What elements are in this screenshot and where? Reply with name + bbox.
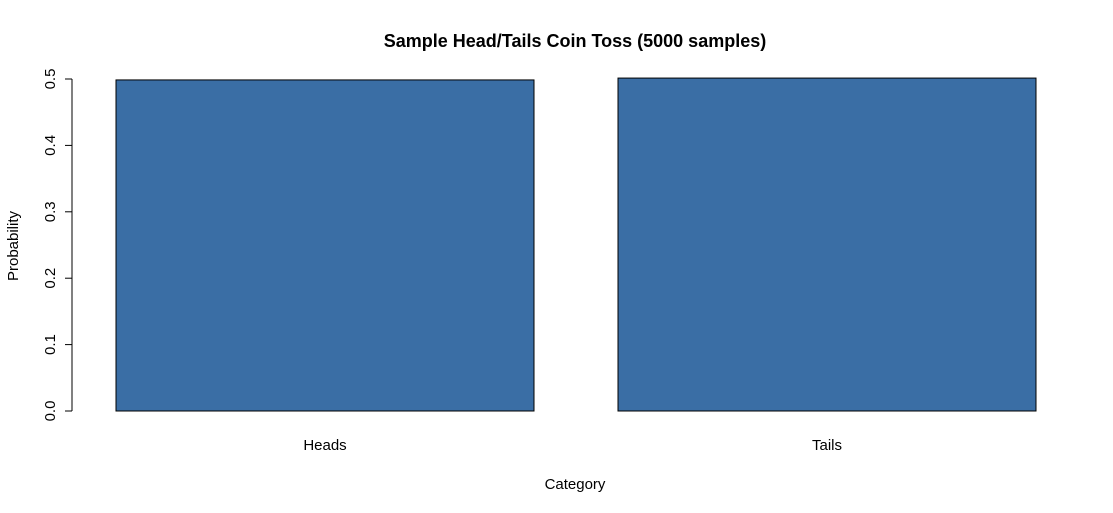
chart-title: Sample Head/Tails Coin Toss (5000 sample…: [384, 31, 766, 51]
x-tick-label: Tails: [812, 437, 842, 454]
y-tick-label: 0.0: [42, 401, 59, 422]
y-tick-label: 0.3: [42, 201, 59, 222]
bars-group: [115, 77, 1037, 412]
x-axis-label: Category: [545, 476, 606, 493]
bar-heads: [115, 79, 535, 412]
y-axis: 0.0 0.1 0.2 0.3 0.4 0.5: [42, 69, 73, 422]
y-tick-label: 0.5: [42, 69, 59, 90]
x-tick-label: Heads: [303, 437, 346, 454]
y-tick-label: 0.2: [42, 268, 59, 289]
y-tick-label: 0.1: [42, 334, 59, 355]
y-axis-label: Probability: [5, 210, 22, 281]
y-tick-label: 0.4: [42, 135, 59, 156]
x-tick-labels: Heads Tails: [303, 437, 842, 454]
bar-tails: [617, 77, 1037, 412]
